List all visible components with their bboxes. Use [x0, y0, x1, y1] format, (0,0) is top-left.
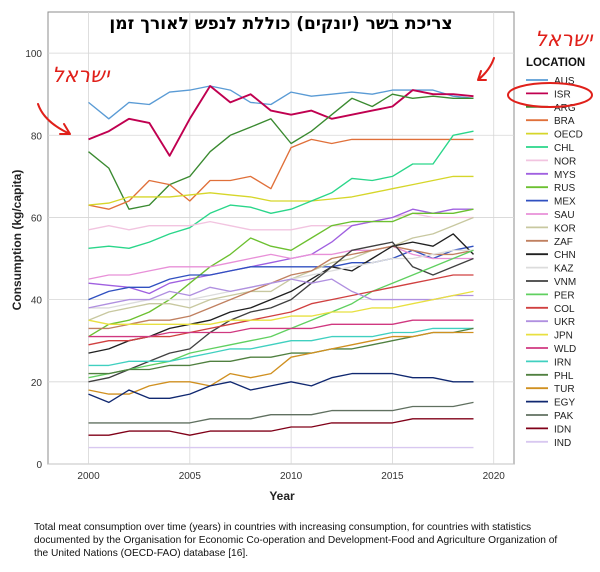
plot-area — [47, 11, 515, 465]
series-line-bra — [88, 138, 474, 210]
series-line-mex — [88, 245, 474, 301]
legend: LOCATION AUS ISR ARG BRA OECD CHL NOR MYS RUS MEX… — [526, 57, 585, 449]
legend-label-isr: ISR — [554, 89, 571, 100]
legend-label-bra: BRA — [554, 116, 575, 127]
x-tick-label: 2000 — [77, 471, 100, 482]
series-line-isr — [88, 85, 474, 157]
series-line-phl — [88, 327, 474, 375]
y-tick-label: 80 — [31, 131, 43, 142]
legend-label-jpn: JPN — [554, 331, 573, 342]
legend-label-kor: KOR — [554, 223, 576, 234]
x-tick-label: 2020 — [483, 471, 506, 482]
grid-lines — [48, 12, 514, 465]
legend-label-nor: NOR — [554, 156, 576, 167]
legend-label-egy: EGY — [554, 398, 575, 409]
series-line-mys — [88, 208, 474, 295]
annotation-label-right: ישראל — [535, 27, 594, 51]
legend-label-tur: TUR — [554, 384, 575, 395]
legend-label-oecd: OECD — [554, 130, 583, 141]
series-line-tur — [88, 331, 474, 395]
chart-title: צריכת בשר (יונקים) כוללת לנפש לאורך זמן — [109, 14, 452, 34]
series-lines — [88, 85, 474, 449]
series-line-kor — [88, 216, 474, 321]
x-tick-label: 2010 — [280, 471, 303, 482]
series-line-idn — [88, 418, 474, 436]
legend-label-ind: IND — [554, 438, 571, 449]
annotation-circle-isr — [507, 82, 593, 108]
y-axis-label: Consumption (kg/capita) — [10, 170, 24, 311]
y-tick-label: 60 — [31, 213, 43, 224]
y-tick-label: 100 — [25, 49, 42, 60]
legend-label-arg: ARG — [554, 103, 576, 114]
x-tick-label: 2005 — [179, 471, 202, 482]
legend-label-wld: WLD — [554, 344, 576, 355]
legend-label-mys: MYS — [554, 170, 576, 181]
series-line-vnm — [88, 241, 474, 383]
series-line-pak — [88, 401, 474, 424]
legend-label-zaf: ZAF — [554, 237, 573, 248]
legend-label-aus: AUS — [554, 76, 575, 87]
legend-label-col: COL — [554, 304, 575, 315]
axes: 0 20 40 60 80 100 2000 2005 2010 2015 2020 — [25, 49, 505, 482]
series-line-rus — [88, 208, 474, 338]
legend-title: LOCATION — [526, 57, 585, 69]
series-line-irn — [88, 327, 474, 367]
handwritten-annotations: ישראל ישראל — [37, 27, 594, 135]
annotation-arrow-left — [37, 103, 71, 135]
annotation-label-left: ישראל — [52, 63, 111, 87]
chart-svg: 0 20 40 60 80 100 2000 2005 2010 2015 2020 צריכת ב… — [10, 11, 594, 503]
series-line-wld — [88, 319, 474, 338]
y-tick-label: 0 — [36, 460, 42, 471]
series-line-egy — [88, 372, 474, 404]
legend-label-vnm: VNM — [554, 277, 576, 288]
legend-label-irn: IRN — [554, 357, 571, 368]
x-axis-label: Year — [269, 489, 295, 503]
series-line-aus — [88, 85, 474, 120]
series-line-oecd — [88, 175, 474, 206]
legend-label-kaz: KAZ — [554, 264, 573, 275]
legend-label-idn: IDN — [554, 424, 571, 435]
series-line-ukr — [88, 278, 474, 309]
legend-label-per: PER — [554, 290, 575, 301]
legend-label-chn: CHN — [554, 250, 576, 261]
annotation-arrow-right — [477, 57, 495, 81]
series-line-per — [88, 249, 474, 379]
legend-label-ukr: UKR — [554, 317, 575, 328]
series-line-sau — [88, 245, 474, 280]
legend-label-phl: PHL — [554, 371, 574, 382]
legend-label-pak: PAK — [554, 411, 574, 422]
series-line-jpn — [88, 290, 474, 325]
legend-label-mex: MEX — [554, 197, 576, 208]
x-tick-label: 2015 — [381, 471, 404, 482]
legend-label-chl: CHL — [554, 143, 574, 154]
figure-caption: Total meat consumption over time (years)… — [34, 522, 558, 559]
series-line-chl — [88, 130, 474, 249]
series-line-zaf — [88, 245, 474, 330]
series-line-arg — [88, 93, 474, 210]
y-tick-label: 20 — [31, 378, 43, 389]
legend-label-sau: SAU — [554, 210, 575, 221]
legend-label-rus: RUS — [554, 183, 575, 194]
y-tick-label: 40 — [31, 296, 43, 307]
